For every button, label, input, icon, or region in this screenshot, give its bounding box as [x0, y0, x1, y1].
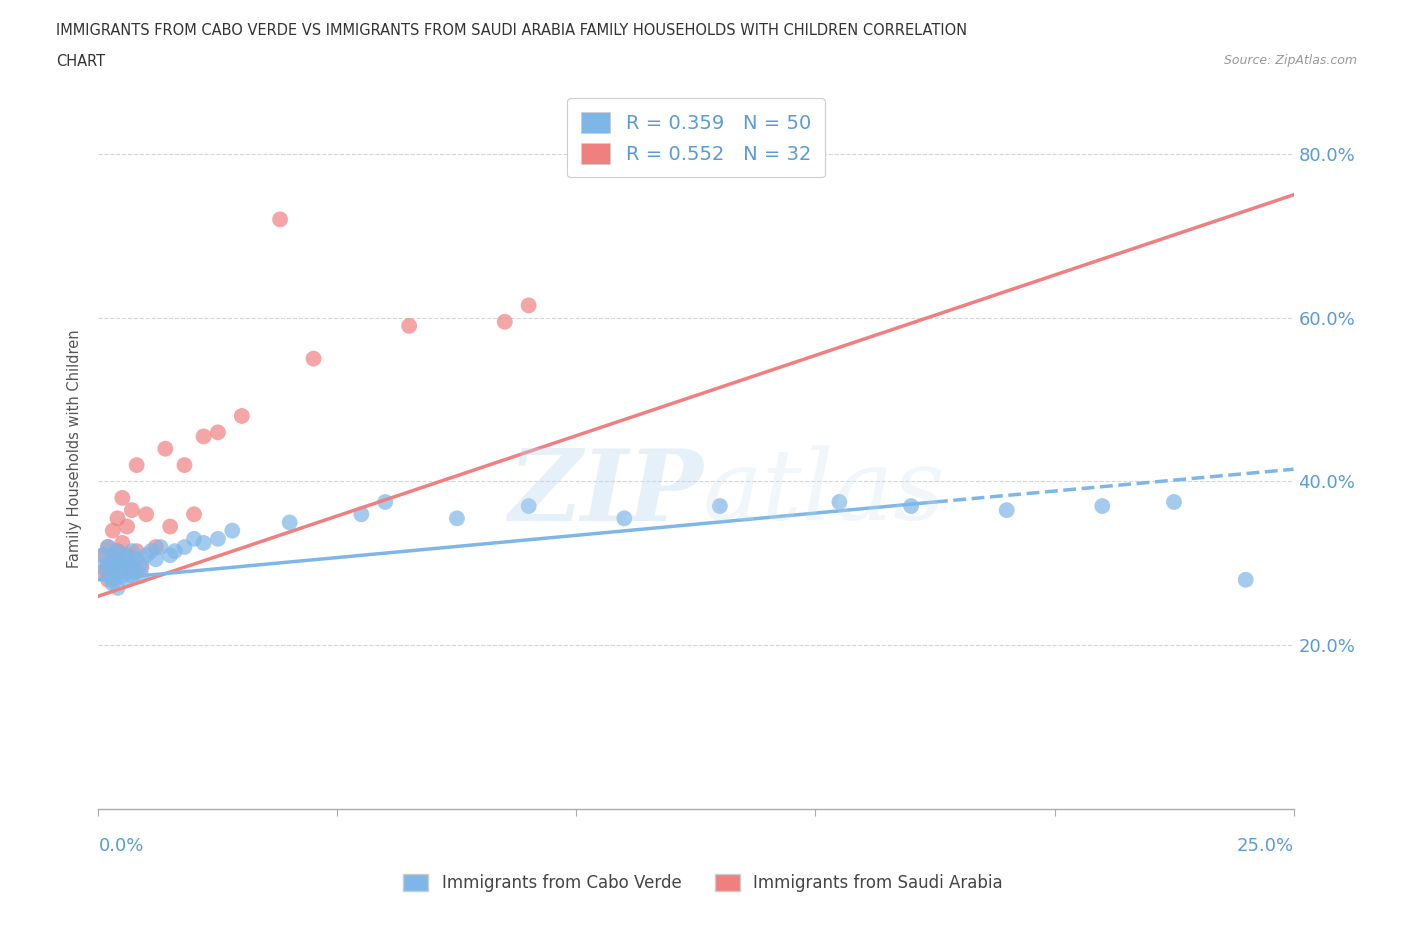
Point: [115, 548, 138, 563]
Text: 25.0%: 25.0%: [1236, 837, 1294, 855]
Point: [163, 544, 186, 559]
Point: [101, 560, 124, 575]
Point: [97, 539, 120, 554]
Text: atlas: atlas: [703, 445, 946, 540]
Point: [709, 498, 731, 513]
Point: [111, 490, 134, 505]
Point: [91, 548, 114, 563]
Point: [97, 568, 120, 583]
Text: 0.0%: 0.0%: [98, 837, 143, 855]
Point: [828, 495, 851, 510]
Point: [107, 511, 129, 525]
Point: [231, 408, 253, 423]
Point: [101, 551, 124, 566]
Point: [111, 556, 134, 571]
Point: [517, 498, 540, 513]
Point: [183, 507, 205, 522]
Point: [145, 551, 167, 566]
Point: [193, 429, 215, 444]
Point: [111, 536, 134, 551]
Point: [101, 524, 124, 538]
Point: [221, 524, 243, 538]
Point: [374, 495, 396, 510]
Point: [115, 519, 138, 534]
Point: [173, 458, 195, 472]
Point: [193, 536, 215, 551]
Text: IMMIGRANTS FROM CABO VERDE VS IMMIGRANTS FROM SAUDI ARABIA FAMILY HOUSEHOLDS WIT: IMMIGRANTS FROM CABO VERDE VS IMMIGRANTS…: [56, 23, 967, 38]
Point: [613, 511, 636, 525]
Point: [207, 531, 229, 546]
Point: [97, 539, 120, 554]
Text: CHART: CHART: [56, 54, 105, 69]
Point: [91, 560, 114, 575]
Point: [121, 544, 143, 559]
Point: [183, 531, 205, 546]
Point: [155, 442, 177, 457]
Point: [131, 560, 153, 575]
Point: [131, 568, 153, 583]
Point: [121, 556, 143, 571]
Point: [121, 503, 143, 518]
Point: [159, 519, 181, 534]
Point: [995, 503, 1018, 518]
Point: [125, 565, 148, 579]
Point: [149, 539, 172, 554]
Point: [125, 544, 148, 559]
Point: [101, 572, 124, 587]
Point: [111, 548, 134, 563]
Point: [107, 580, 129, 595]
Point: [350, 507, 373, 522]
Point: [139, 544, 162, 559]
Point: [115, 551, 138, 566]
Point: [125, 458, 148, 472]
Point: [101, 577, 124, 591]
Point: [269, 212, 291, 227]
Point: [173, 539, 195, 554]
Y-axis label: Family Households with Children: Family Households with Children: [67, 329, 83, 568]
Point: [111, 568, 134, 583]
Point: [121, 560, 143, 575]
Point: [145, 539, 167, 554]
Point: [107, 556, 129, 571]
Point: [278, 515, 301, 530]
Point: [91, 548, 114, 563]
Point: [1091, 498, 1114, 513]
Point: [207, 425, 229, 440]
Point: [121, 568, 143, 583]
Text: ZIP: ZIP: [508, 445, 703, 541]
Point: [494, 314, 516, 329]
Point: [101, 548, 124, 563]
Point: [97, 560, 120, 575]
Point: [91, 565, 114, 579]
Point: [302, 352, 325, 366]
Point: [900, 498, 922, 513]
Point: [517, 298, 540, 312]
Point: [107, 565, 129, 579]
Legend: R = 0.359   N = 50, R = 0.552   N = 32: R = 0.359 N = 50, R = 0.552 N = 32: [567, 98, 825, 178]
Point: [135, 507, 157, 522]
Point: [1163, 495, 1185, 510]
Point: [131, 556, 153, 571]
Point: [97, 572, 120, 587]
Point: [1234, 572, 1257, 587]
Point: [446, 511, 468, 525]
Point: [107, 544, 129, 559]
Point: [398, 318, 420, 333]
Point: [107, 544, 129, 559]
Point: [111, 565, 134, 579]
Point: [101, 560, 124, 575]
Point: [115, 572, 138, 587]
Point: [97, 556, 120, 571]
Point: [159, 548, 181, 563]
Point: [135, 548, 157, 563]
Point: [125, 551, 148, 566]
Text: Source: ZipAtlas.com: Source: ZipAtlas.com: [1223, 54, 1357, 67]
Legend: Immigrants from Cabo Verde, Immigrants from Saudi Arabia: Immigrants from Cabo Verde, Immigrants f…: [396, 867, 1010, 898]
Point: [115, 560, 138, 575]
